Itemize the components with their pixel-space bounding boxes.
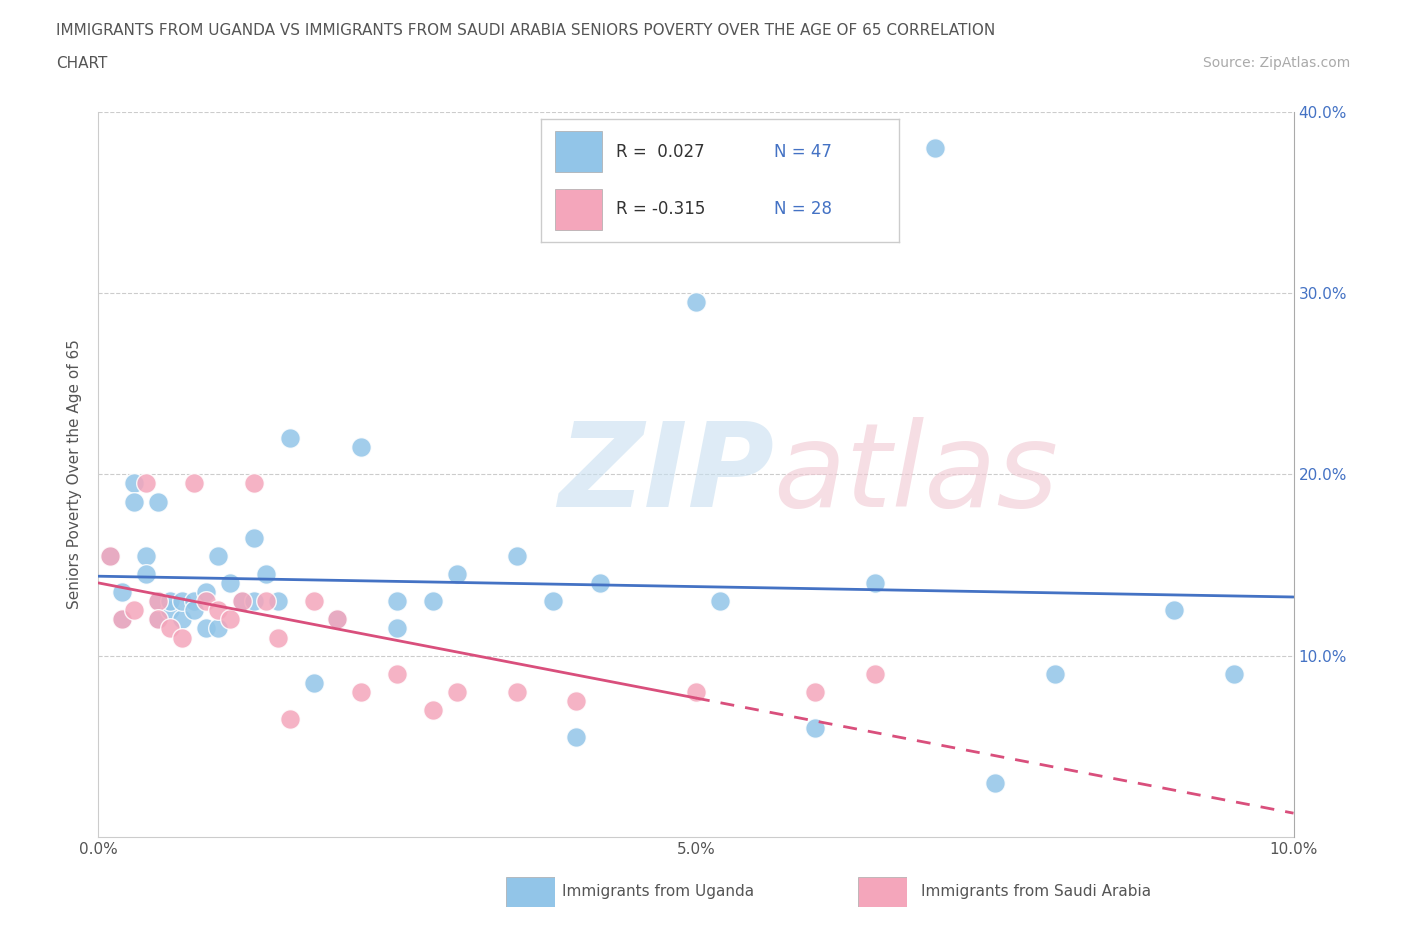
Point: [159, 594, 181, 609]
Point: [172, 594, 194, 609]
Point: [254, 566, 277, 581]
Point: [243, 476, 266, 491]
Point: [589, 576, 612, 591]
Point: [565, 694, 588, 709]
Point: [924, 140, 946, 155]
Point: [267, 631, 290, 645]
Point: [172, 612, 194, 627]
Point: [195, 594, 218, 609]
Point: [685, 684, 707, 699]
Point: [98, 549, 122, 564]
Point: [243, 530, 266, 545]
Point: [195, 621, 218, 636]
Point: [984, 776, 1007, 790]
Point: [541, 594, 564, 609]
Text: Immigrants from Uganda: Immigrants from Uganda: [562, 884, 755, 899]
Point: [135, 566, 157, 581]
Point: [865, 576, 887, 591]
Point: [148, 594, 170, 609]
Point: [183, 603, 205, 618]
Point: [422, 703, 444, 718]
Point: [124, 494, 146, 509]
Point: [148, 494, 170, 509]
Point: [111, 612, 134, 627]
Text: IMMIGRANTS FROM UGANDA VS IMMIGRANTS FROM SAUDI ARABIA SENIORS POVERTY OVER THE : IMMIGRANTS FROM UGANDA VS IMMIGRANTS FRO…: [56, 23, 995, 38]
Point: [278, 711, 301, 726]
Point: [183, 594, 205, 609]
Point: [159, 621, 181, 636]
Point: [207, 549, 229, 564]
Point: [135, 549, 157, 564]
Point: [195, 585, 218, 600]
Point: [1163, 603, 1185, 618]
Point: [172, 631, 194, 645]
Point: [302, 594, 325, 609]
Text: ZIP: ZIP: [558, 417, 775, 532]
Point: [231, 594, 253, 609]
Point: [231, 594, 253, 609]
Point: [326, 612, 349, 627]
Point: [1223, 667, 1246, 682]
Point: [326, 612, 349, 627]
Text: Source: ZipAtlas.com: Source: ZipAtlas.com: [1202, 56, 1350, 70]
Point: [267, 594, 290, 609]
Point: [350, 440, 373, 455]
Point: [183, 476, 205, 491]
Point: [243, 594, 266, 609]
Point: [135, 476, 157, 491]
Point: [685, 295, 707, 310]
Point: [302, 675, 325, 690]
Text: atlas: atlas: [773, 418, 1059, 531]
Text: Immigrants from Saudi Arabia: Immigrants from Saudi Arabia: [921, 884, 1152, 899]
Point: [1043, 667, 1066, 682]
Text: CHART: CHART: [56, 56, 108, 71]
Point: [124, 603, 146, 618]
Point: [207, 603, 229, 618]
Point: [219, 576, 242, 591]
Point: [148, 612, 170, 627]
Y-axis label: Seniors Poverty Over the Age of 65: Seniors Poverty Over the Age of 65: [67, 339, 83, 609]
Point: [565, 730, 588, 745]
Point: [207, 621, 229, 636]
Point: [159, 603, 181, 618]
Point: [446, 566, 468, 581]
Point: [98, 549, 122, 564]
Point: [111, 612, 134, 627]
Point: [111, 585, 134, 600]
Point: [219, 612, 242, 627]
Point: [124, 476, 146, 491]
Point: [865, 667, 887, 682]
Point: [804, 721, 827, 736]
Point: [385, 621, 409, 636]
Point: [148, 612, 170, 627]
Point: [804, 684, 827, 699]
Point: [278, 431, 301, 445]
Point: [385, 594, 409, 609]
Point: [506, 549, 529, 564]
Point: [446, 684, 468, 699]
Point: [350, 684, 373, 699]
Point: [385, 667, 409, 682]
Point: [709, 594, 731, 609]
Point: [148, 594, 170, 609]
Point: [506, 684, 529, 699]
Point: [254, 594, 277, 609]
Point: [422, 594, 444, 609]
